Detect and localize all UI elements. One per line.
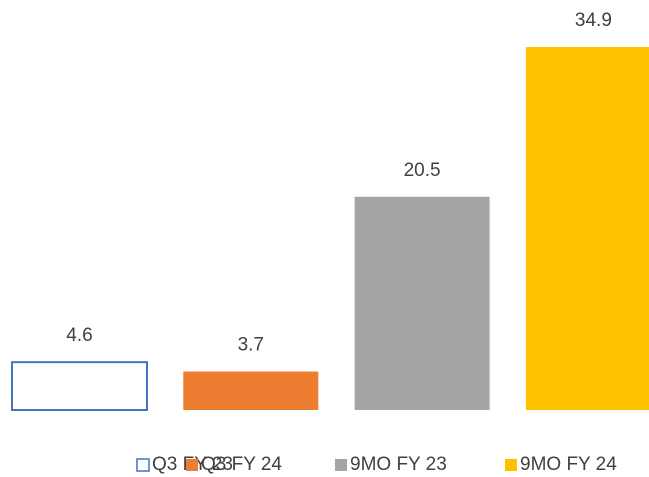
legend-label: Q3 FY 24 [201, 454, 282, 475]
bar [354, 196, 490, 410]
bar [183, 371, 319, 410]
bar [11, 361, 148, 412]
legend-swatch [505, 459, 517, 471]
legend-swatch [335, 459, 347, 471]
data-label: 34.9 [575, 10, 612, 31]
data-label: 4.6 [66, 325, 92, 346]
data-label: 3.7 [238, 335, 264, 356]
bar [525, 47, 649, 410]
data-label: 20.5 [404, 160, 441, 181]
legend-label: 9MO FY 24 [520, 454, 617, 475]
legend-swatch [136, 458, 150, 472]
legend-swatch [186, 459, 198, 471]
legend-label: 9MO FY 23 [350, 454, 447, 475]
